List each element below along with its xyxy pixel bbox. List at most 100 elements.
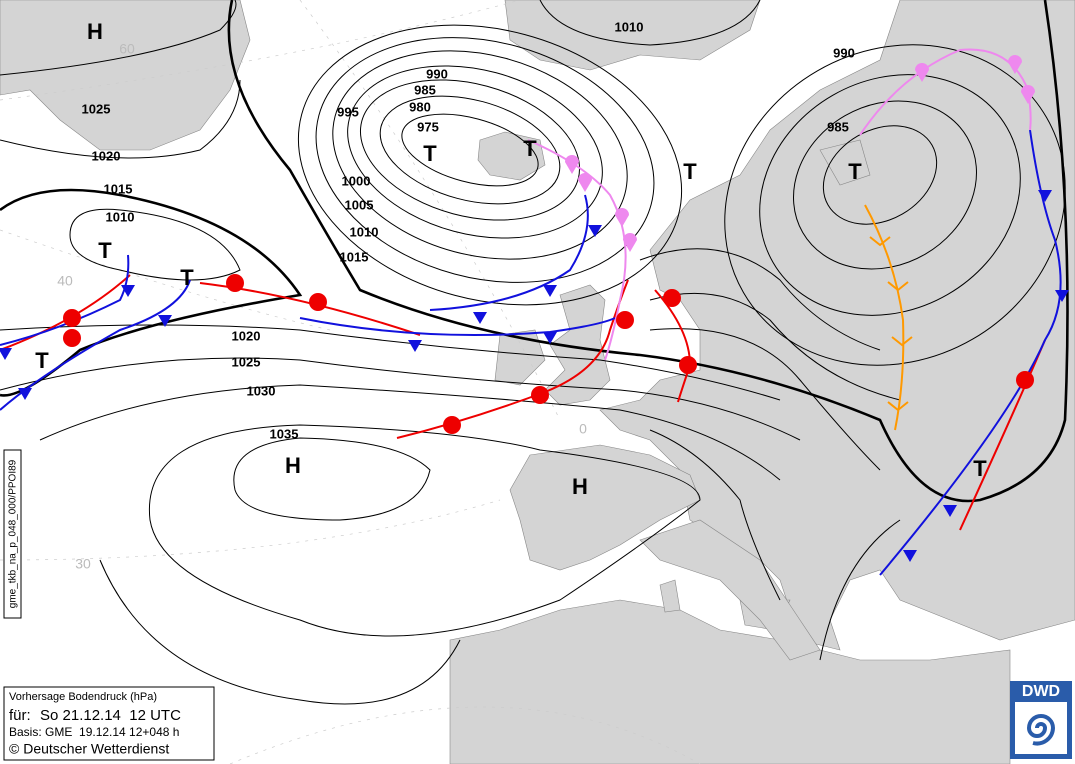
trough-symbol bbox=[891, 336, 913, 347]
isobar-thick bbox=[227, 0, 1069, 503]
occlusion-symbol bbox=[615, 208, 629, 227]
isobar bbox=[724, 44, 1066, 366]
side-label: gme_tkb_na_p_048_000/PPOI89 bbox=[8, 459, 19, 608]
landmass bbox=[494, 329, 546, 386]
isobar bbox=[233, 437, 431, 521]
pressure-center: H bbox=[87, 19, 103, 44]
isobar bbox=[39, 384, 781, 481]
cold-front-symbol bbox=[18, 388, 32, 400]
isobar-label: 1010 bbox=[615, 19, 644, 34]
isobar bbox=[148, 424, 701, 637]
cold-front-symbol bbox=[543, 332, 557, 344]
isobar-label: 1025 bbox=[82, 101, 111, 116]
graticule-label: 60 bbox=[119, 41, 135, 57]
occlusion-symbol bbox=[1021, 85, 1035, 104]
side-label-frame bbox=[3, 449, 22, 619]
logo-text: DWD bbox=[1022, 683, 1060, 700]
info-title: Vorhersage Bodendruck (hPa) bbox=[9, 691, 157, 703]
isobar bbox=[822, 125, 938, 225]
isobar bbox=[539, 0, 761, 46]
front-line bbox=[864, 204, 905, 431]
isobar-label: 985 bbox=[827, 119, 849, 134]
info-copyright: © Deutscher Wetterdienst bbox=[9, 741, 169, 757]
isobar-label: 990 bbox=[426, 66, 448, 81]
logo-panel bbox=[1015, 702, 1067, 754]
isobar-label: 1015 bbox=[104, 181, 133, 196]
front-line bbox=[0, 254, 130, 346]
isobar-label: 1035 bbox=[270, 426, 299, 441]
isobar bbox=[401, 113, 539, 187]
cold-front-symbol bbox=[121, 285, 135, 297]
pressure-center: T bbox=[973, 456, 987, 481]
pressure-center: T bbox=[423, 141, 437, 166]
graticule-line bbox=[0, 229, 331, 331]
isobar-label: 1005 bbox=[345, 197, 374, 212]
occlusion-symbol bbox=[915, 63, 929, 82]
info-basis: Basis: GME 19.12.14 12+048 h bbox=[9, 725, 179, 739]
landmass bbox=[639, 519, 821, 661]
cold-front-symbol bbox=[943, 505, 957, 517]
pressure-center: H bbox=[285, 453, 301, 478]
isobar-layer bbox=[0, 0, 1069, 705]
isobar bbox=[649, 429, 781, 601]
isobar-label: 1020 bbox=[232, 328, 261, 343]
cold-front-symbol bbox=[0, 348, 12, 360]
landmass bbox=[0, 0, 251, 151]
occlusion-symbol bbox=[1008, 55, 1022, 74]
cold-front-symbol bbox=[473, 312, 487, 324]
pressure-center: T bbox=[35, 348, 49, 373]
pressure-center: T bbox=[683, 159, 697, 184]
warm-front-symbol bbox=[679, 356, 697, 374]
isobar bbox=[0, 79, 241, 159]
graticule-layer bbox=[0, 0, 701, 764]
landmass bbox=[599, 0, 1075, 651]
landmass bbox=[504, 0, 761, 71]
cold-front-symbol bbox=[158, 315, 172, 327]
isobar-label: 1015 bbox=[340, 249, 369, 264]
pressure-center: T bbox=[180, 265, 194, 290]
trough-symbol bbox=[887, 281, 909, 292]
warm-front-symbol bbox=[63, 309, 81, 327]
isobar bbox=[332, 50, 628, 260]
cold-front-symbol bbox=[903, 550, 917, 562]
isobar-thick bbox=[0, 188, 303, 397]
trough-symbol bbox=[887, 401, 909, 412]
cold-front-symbol bbox=[588, 225, 602, 237]
cold-front-symbol bbox=[408, 340, 422, 352]
cold-front-symbol bbox=[1038, 190, 1052, 202]
warm-front-symbol bbox=[663, 289, 681, 307]
graticule-label: 40 bbox=[57, 273, 73, 289]
front-line bbox=[199, 282, 421, 336]
front-layer bbox=[0, 48, 1069, 576]
dwd-logo: DWD bbox=[1010, 681, 1072, 759]
side-label-box: gme_tkb_na_p_048_000/PPOI89 bbox=[3, 449, 22, 619]
isobar bbox=[649, 292, 901, 401]
graticule-line bbox=[0, 499, 501, 561]
isobar-label: 1030 bbox=[247, 383, 276, 398]
front-line bbox=[879, 129, 1062, 576]
info-valid-time: So 21.12.14 12 UTC bbox=[40, 707, 181, 724]
isobar bbox=[69, 208, 241, 281]
landmass bbox=[477, 131, 546, 181]
isobar-label: 1025 bbox=[232, 354, 261, 369]
isobar bbox=[359, 79, 581, 221]
info-frame bbox=[3, 686, 215, 761]
isobar bbox=[0, 0, 237, 76]
landmass bbox=[449, 599, 1011, 764]
isobar-label: 1010 bbox=[106, 209, 135, 224]
isobar bbox=[793, 100, 977, 270]
isobar bbox=[639, 248, 881, 351]
landmass bbox=[544, 284, 611, 406]
graticule-label: 30 bbox=[75, 556, 91, 572]
isobar-label: 995 bbox=[337, 104, 359, 119]
warm-front-symbol bbox=[309, 293, 327, 311]
pressure-center: T bbox=[523, 136, 537, 161]
trough-symbol bbox=[869, 236, 891, 247]
front-line bbox=[299, 317, 616, 336]
isobar-label: 975 bbox=[417, 119, 439, 134]
isobar bbox=[649, 328, 881, 471]
occlusion-symbol bbox=[565, 155, 579, 174]
occlusion-symbol bbox=[623, 233, 637, 252]
